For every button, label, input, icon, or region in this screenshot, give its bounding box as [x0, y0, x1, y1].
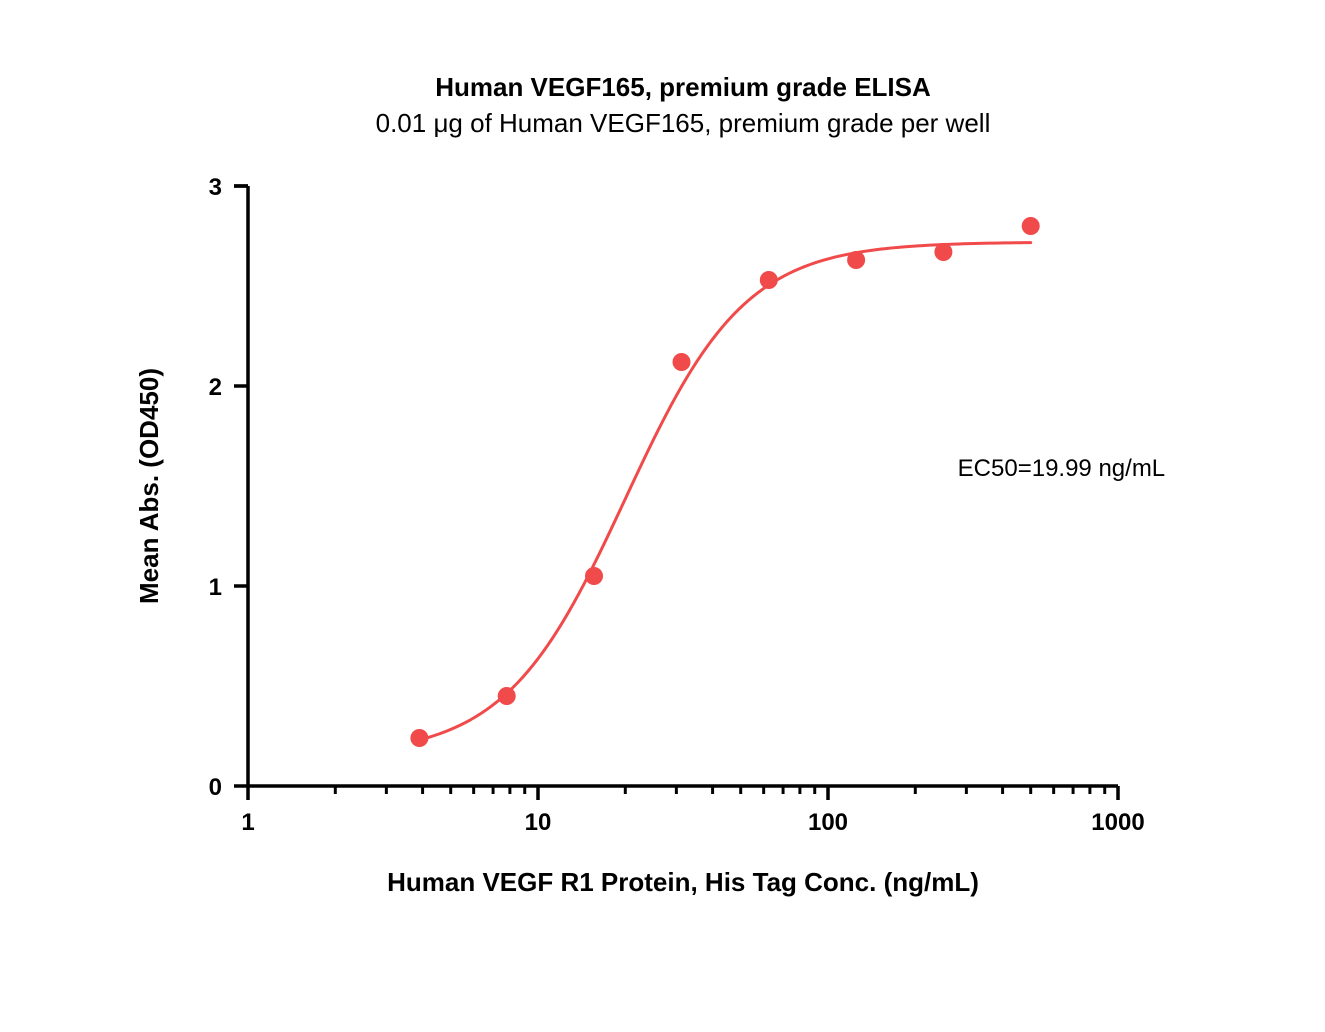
ec50-annotation: EC50=19.99 ng/mL [957, 455, 1164, 482]
elisa-chart: 11010010000123Human VEGF165, premium gra… [73, 46, 1253, 986]
svg-text:1: 1 [208, 574, 221, 601]
svg-text:1: 1 [241, 809, 254, 836]
svg-text:100: 100 [807, 809, 847, 836]
svg-text:0: 0 [208, 774, 221, 801]
svg-text:2: 2 [208, 374, 221, 401]
x-axis-label: Human VEGF R1 Protein, His Tag Conc. (ng… [387, 867, 979, 897]
chart-subtitle: 0.01 μg of Human VEGF165, premium grade … [375, 108, 990, 138]
svg-text:10: 10 [524, 809, 551, 836]
svg-text:3: 3 [208, 174, 221, 201]
chart-title: Human VEGF165, premium grade ELISA [435, 72, 931, 102]
svg-text:1000: 1000 [1091, 809, 1144, 836]
y-axis-label: Mean Abs. (OD450) [134, 368, 164, 604]
